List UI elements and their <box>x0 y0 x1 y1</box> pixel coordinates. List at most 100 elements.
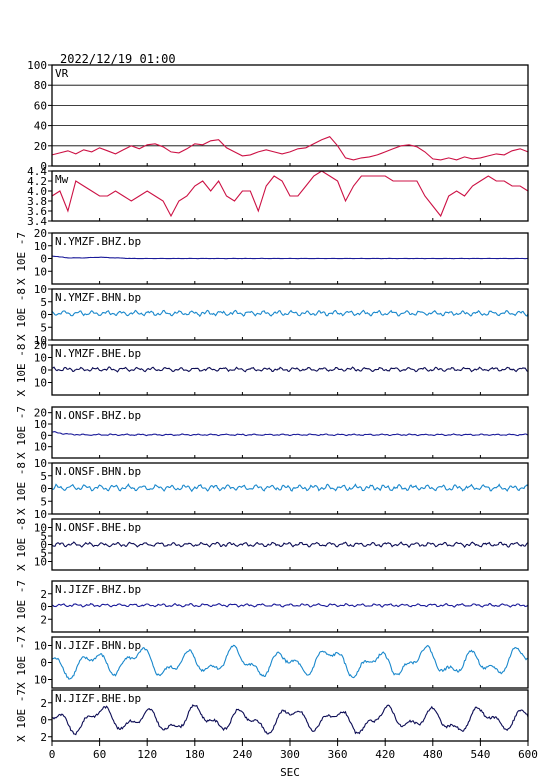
y-tick-label: 10 <box>34 457 47 470</box>
x-tick-label: 600 <box>518 748 538 761</box>
y-tick-label: 0 <box>40 364 47 377</box>
y-tick-label: 0 <box>40 253 47 266</box>
panel-label: N.ONSF.BHZ.bp <box>55 409 141 422</box>
trace-line <box>51 170 529 218</box>
y-tick-label: 10 <box>34 674 47 687</box>
panel-label: N.JIZF.BHN.bp <box>55 639 141 652</box>
trace-line <box>51 644 529 680</box>
panels: 020406080100VR3.43.63.84.04.24.4Mw100102… <box>15 59 529 744</box>
y-tick-label: 2 <box>40 613 47 626</box>
x-axis-label: SEC <box>280 766 300 779</box>
y-tick-label: 0 <box>40 714 47 727</box>
y-tick-label: 5 <box>40 547 47 560</box>
y-tick-label: 3.8 <box>27 195 47 208</box>
y-tick-label: 0 <box>40 483 47 496</box>
panel-label: N.ONSF.BHN.bp <box>55 465 141 478</box>
y-tick-label: 80 <box>34 79 47 92</box>
y-tick-label: 0 <box>40 309 47 322</box>
y-tick-label: 10 <box>34 240 47 253</box>
y-tick-label: 20 <box>34 407 47 420</box>
panel-label: N.JIZF.BHE.bp <box>55 692 141 705</box>
y-tick-label: 4.2 <box>27 175 47 188</box>
mw-panel: 3.43.63.84.04.24.4 Mw <box>27 165 529 228</box>
panel-label: N.ONSF.BHE.bp <box>55 521 141 534</box>
y-tick-label: 10 <box>34 377 47 390</box>
y-tick-label: 10 <box>34 556 47 569</box>
y-tick-label: 2 <box>40 697 47 710</box>
x-tick-label: 180 <box>185 748 205 761</box>
jizf-bhn-panel: 10 0 10 N.JIZF.BHN.bp X 10E -7 <box>15 636 529 689</box>
y-tick-label: 0 <box>40 160 47 173</box>
y-axis-label: X 10E -8 <box>15 462 28 515</box>
panel-label: Mw <box>55 173 69 186</box>
y-tick-label: 10 <box>34 283 47 296</box>
y-tick-label: 5 <box>40 495 47 508</box>
y-tick-label: 10 <box>34 441 47 454</box>
x-tick-label: 60 <box>93 748 106 761</box>
y-tick-label: 5 <box>40 321 47 334</box>
panel-label: N.YMZF.BHE.bp <box>55 347 141 360</box>
y-tick-label: 0 <box>40 657 47 670</box>
y-tick-label: 5 <box>40 296 47 309</box>
trace-line <box>52 431 529 437</box>
y-tick-label: 10 <box>34 418 47 431</box>
panel-label: VR <box>55 67 69 80</box>
y-tick-label: 10 <box>34 265 47 278</box>
vr-panel: 0 20 40 60 80 100 VR <box>27 59 529 173</box>
panel-label: N.YMZF.BHN.bp <box>55 291 141 304</box>
y-tick-label: 20 <box>34 140 47 153</box>
y-tick-label: 4.4 <box>27 165 47 178</box>
y-tick-label: 3.6 <box>27 205 47 218</box>
y-axis-label: X 10E -8 <box>15 518 28 571</box>
y-tick-label: 10 <box>34 522 47 535</box>
y-axis-label: X 10E -7 <box>15 232 28 285</box>
y-tick-label: 5 <box>40 470 47 483</box>
y-tick-label: 5 <box>40 530 47 543</box>
panel-label: N.JIZF.BHZ.bp <box>55 583 141 596</box>
trace-line <box>51 255 529 260</box>
y-axis-label: X 10E -8 <box>15 344 28 397</box>
panel-frame <box>51 64 529 167</box>
y-tick-label: 20 <box>34 227 47 240</box>
trace-line <box>51 483 529 493</box>
y-axis-label: X 10E -7 <box>15 580 28 633</box>
y-tick-label: 10 <box>34 640 47 653</box>
panel-label: N.YMZF.BHZ.bp <box>55 235 141 248</box>
trace-line <box>51 704 529 736</box>
y-tick-label: 10 <box>34 508 47 521</box>
x-tick-label: 420 <box>375 748 395 761</box>
x-tick-label: 480 <box>423 748 443 761</box>
trace-line <box>51 602 529 608</box>
y-axis-label: X 10E -7 <box>15 406 28 459</box>
y-tick-label: 40 <box>34 120 47 133</box>
x-axis: 0 60 120 180 240 300 360 420 480 540 600 <box>49 741 538 761</box>
trace-line <box>51 136 529 161</box>
y-tick-label: 60 <box>34 99 47 112</box>
trace-line <box>51 309 529 318</box>
y-tick-label: 10 <box>34 334 47 347</box>
x-tick-label: 120 <box>137 748 157 761</box>
y-axis-label: X 10E -7 <box>15 636 28 689</box>
y-tick-label: 4.0 <box>27 185 47 198</box>
x-tick-label: 0 <box>49 748 56 761</box>
trace-line <box>51 366 529 373</box>
y-axis-label: X 10E -7 <box>15 689 28 742</box>
figure-datetime: 2022/12/19 01:00 <box>60 52 176 66</box>
trace-line <box>51 541 529 549</box>
jizf-bhe-panel: 2 0 2 N.JIZF.BHE.bp X 10E -7 <box>15 689 529 744</box>
y-tick-label: 2 <box>40 731 47 744</box>
y-tick-label: 0 <box>40 539 47 552</box>
y-tick-label: 3.4 <box>27 215 47 228</box>
x-tick-label: 240 <box>232 748 252 761</box>
y-tick-label: 2 <box>40 588 47 601</box>
jizf-bhz-panel: 202 N.JIZF.BHZ.bp X 10E -7 <box>15 580 529 633</box>
y-axis-label: X 10E -8 <box>15 288 28 341</box>
y-tick-label: 0 <box>40 601 47 614</box>
